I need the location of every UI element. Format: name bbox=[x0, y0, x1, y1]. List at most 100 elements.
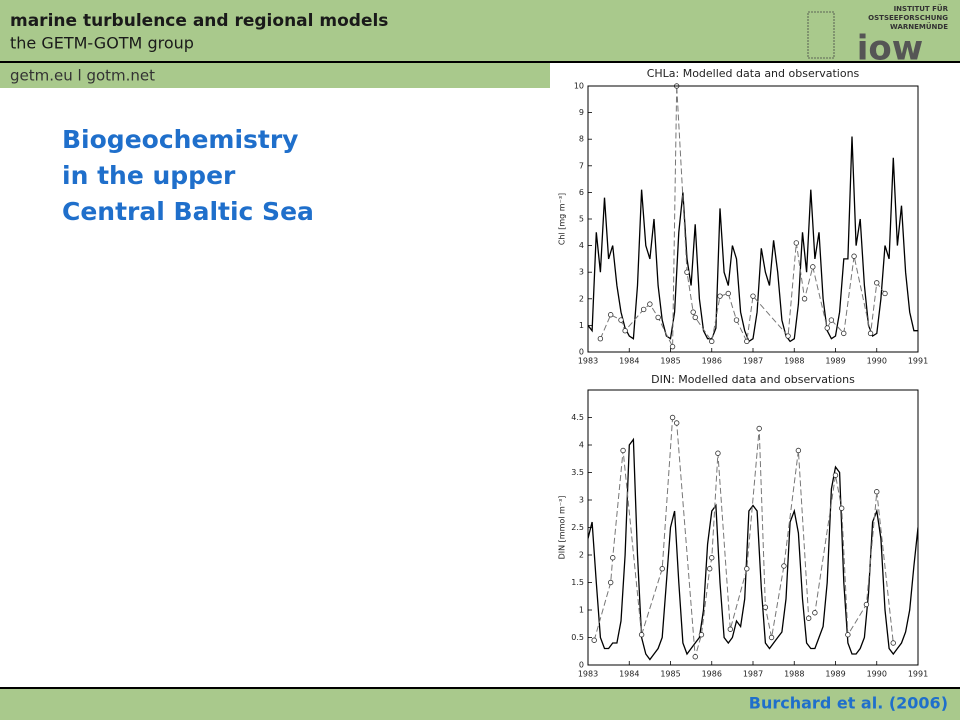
series-line bbox=[588, 437, 918, 661]
observation-marker bbox=[801, 296, 808, 302]
observation-marker bbox=[744, 338, 750, 345]
observation-marker bbox=[638, 632, 645, 638]
x-tick-label: 1986 bbox=[702, 357, 722, 366]
links-band bbox=[0, 63, 550, 88]
y-tick-label: 10 bbox=[574, 82, 584, 91]
observation-marker bbox=[669, 343, 676, 350]
observation-marker bbox=[591, 637, 597, 643]
observation-marker bbox=[841, 330, 847, 337]
x-tick-label: 1984 bbox=[619, 670, 639, 679]
logo-text: WARNEMÜNDE bbox=[890, 22, 948, 31]
observation-marker bbox=[684, 269, 690, 275]
observation-marker bbox=[756, 425, 762, 432]
y-tick-label: 1 bbox=[579, 606, 584, 615]
observation-marker bbox=[706, 566, 713, 572]
series-line bbox=[593, 416, 894, 657]
x-tick-label: 1989 bbox=[825, 357, 845, 366]
footer-band bbox=[0, 688, 960, 720]
observation-marker bbox=[725, 290, 731, 297]
observation-marker bbox=[698, 632, 705, 638]
heading-line: Central Baltic Sea bbox=[62, 197, 314, 226]
observation-marker bbox=[832, 472, 839, 478]
header-subtitle: the GETM-GOTM group bbox=[10, 34, 194, 53]
x-tick-label: 1988 bbox=[784, 357, 804, 366]
observation-marker bbox=[690, 309, 696, 315]
observation-marker bbox=[851, 253, 857, 259]
observation-marker bbox=[607, 579, 614, 586]
charts: CHLa: Modelled data and observations Chl … bbox=[558, 67, 929, 679]
x-tick-label: 1989 bbox=[825, 670, 845, 679]
observation-marker bbox=[781, 563, 787, 569]
logo-mark: iow bbox=[857, 29, 923, 69]
observation-marker bbox=[828, 317, 835, 323]
header-links: getm.eu l gotm.net bbox=[10, 67, 155, 85]
observation-marker bbox=[762, 604, 769, 610]
observation-marker bbox=[607, 312, 614, 318]
observation-marker bbox=[717, 293, 723, 299]
chart-title: CHLa: Modelled data and observations bbox=[647, 67, 860, 80]
y-axis-label: DIN [mmol m⁻³] bbox=[558, 496, 567, 560]
y-tick-label: 4 bbox=[579, 241, 584, 250]
observation-marker bbox=[655, 314, 661, 321]
observation-marker bbox=[874, 280, 880, 286]
y-tick-label: 6 bbox=[579, 188, 584, 197]
observation-marker bbox=[659, 566, 665, 572]
y-tick-label: 0.5 bbox=[571, 633, 584, 642]
observation-marker bbox=[673, 420, 680, 426]
observation-marker bbox=[805, 615, 812, 621]
y-tick-label: 4 bbox=[579, 441, 584, 450]
observation-marker bbox=[597, 336, 604, 342]
x-tick-label: 1990 bbox=[867, 670, 887, 679]
x-tick-label: 1985 bbox=[660, 670, 680, 679]
y-axis-label: Chl [mg m⁻³] bbox=[558, 193, 567, 245]
y-tick-label: 2 bbox=[579, 551, 584, 560]
observation-marker bbox=[744, 566, 750, 572]
y-tick-label: 8 bbox=[579, 135, 584, 144]
observation-marker bbox=[692, 314, 698, 321]
logo: INSTITUT FÜR OSTSEEFORSCHUNG WARNEMÜNDE … bbox=[807, 4, 949, 69]
observation-marker bbox=[785, 333, 791, 339]
y-tick-label: 0 bbox=[579, 661, 584, 670]
observation-marker bbox=[715, 450, 721, 456]
x-tick-label: 1988 bbox=[784, 670, 804, 679]
observation-marker bbox=[647, 301, 653, 307]
observation-marker bbox=[618, 317, 624, 323]
observation-marker bbox=[640, 306, 647, 313]
observation-marker bbox=[845, 632, 851, 638]
observation-marker bbox=[709, 338, 715, 345]
observation-marker bbox=[750, 293, 756, 299]
y-tick-label: 9 bbox=[579, 108, 584, 117]
x-tick-label: 1983 bbox=[578, 357, 598, 366]
observation-marker bbox=[890, 640, 896, 646]
x-tick-label: 1991 bbox=[908, 670, 928, 679]
heading-line: in the upper bbox=[62, 161, 236, 190]
observation-marker bbox=[882, 290, 888, 297]
logo-text: INSTITUT FÜR bbox=[894, 4, 949, 13]
y-tick-label: 2 bbox=[579, 294, 584, 303]
observation-marker bbox=[867, 330, 874, 337]
y-tick-label: 3.5 bbox=[571, 468, 584, 477]
observation-marker bbox=[863, 601, 870, 608]
logo-figure bbox=[807, 11, 835, 59]
x-tick-label: 1984 bbox=[619, 357, 639, 366]
observation-marker bbox=[692, 654, 698, 660]
header-title: marine turbulence and regional models bbox=[10, 11, 388, 31]
observation-marker bbox=[810, 264, 816, 270]
x-tick-label: 1983 bbox=[578, 670, 598, 679]
x-tick-label: 1991 bbox=[908, 357, 928, 366]
y-tick-label: 2.5 bbox=[571, 523, 584, 532]
observation-marker bbox=[874, 489, 880, 495]
header-band bbox=[0, 0, 960, 62]
observation-marker bbox=[622, 328, 628, 334]
x-tick-label: 1987 bbox=[743, 670, 763, 679]
y-tick-label: 4.5 bbox=[571, 413, 584, 422]
citation: Burchard et al. (2006) bbox=[749, 694, 948, 713]
observation-marker bbox=[795, 447, 802, 454]
observation-marker bbox=[709, 555, 715, 561]
y-tick-label: 3 bbox=[579, 496, 584, 505]
y-tick-label: 7 bbox=[579, 161, 584, 170]
observation-marker bbox=[727, 626, 734, 632]
observation-marker bbox=[793, 240, 800, 246]
x-tick-label: 1990 bbox=[867, 357, 887, 366]
